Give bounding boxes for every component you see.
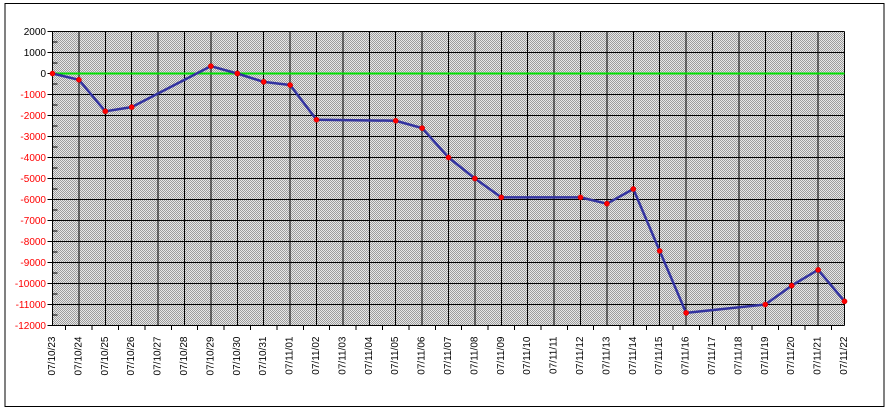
- x-axis-label: 07/11/08: [469, 336, 480, 375]
- y-axis-label: -1000: [20, 90, 46, 101]
- x-axis-label: 07/11/20: [786, 336, 797, 375]
- data-point-marker: [287, 82, 293, 88]
- x-axis-label: 07/11/04: [364, 336, 375, 375]
- data-point-marker: [76, 76, 82, 83]
- x-axis-label: 07/11/05: [390, 336, 401, 375]
- data-point-marker: [419, 125, 425, 131]
- data-point-marker: [445, 154, 452, 161]
- y-axis-label: -3000: [20, 132, 46, 143]
- data-point-marker: [234, 70, 241, 77]
- y-axis-label: -9000: [20, 258, 46, 269]
- y-axis-label: -8000: [20, 237, 46, 248]
- x-axis-label: 07/11/07: [443, 336, 454, 375]
- y-axis-label: -5000: [20, 174, 46, 185]
- y-axis-label: 1000: [24, 48, 47, 59]
- data-point-marker: [762, 301, 769, 308]
- y-axis-label: -4000: [20, 153, 46, 164]
- data-point-marker: [208, 63, 214, 70]
- data-point-marker: [260, 79, 267, 85]
- x-axis-label: 07/11/22: [839, 336, 850, 375]
- x-axis-label: 07/10/31: [258, 336, 269, 375]
- x-axis-label: 07/11/17: [707, 336, 718, 375]
- data-point-marker: [630, 186, 637, 192]
- x-axis-label: 07/11/21: [813, 336, 824, 375]
- data-point-marker: [815, 267, 821, 273]
- data-point-marker: [788, 282, 795, 289]
- x-axis-label: 07/11/12: [575, 336, 586, 375]
- x-axis-label: 07/10/27: [153, 336, 164, 375]
- x-axis-label: 07/11/19: [760, 336, 771, 375]
- x-axis-label: 07/11/15: [654, 336, 665, 375]
- data-point-marker: [604, 200, 610, 207]
- y-axis-label: 0: [40, 69, 46, 80]
- data-point-marker: [128, 104, 135, 110]
- y-axis-label: -2000: [20, 111, 46, 122]
- data-point-marker: [683, 310, 689, 316]
- x-axis-label: 07/10/28: [179, 336, 190, 375]
- x-axis-label: 07/10/24: [73, 336, 84, 375]
- x-axis-label: 07/11/06: [417, 336, 428, 375]
- x-axis-label: 07/11/16: [681, 336, 692, 375]
- data-point-marker: [577, 194, 584, 201]
- y-axis-label: -11000: [16, 300, 47, 311]
- data-point-marker: [656, 248, 663, 254]
- x-axis-label: 07/11/02: [311, 336, 322, 375]
- x-axis-label: 07/10/26: [126, 336, 137, 375]
- x-axis-label: 07/11/11: [549, 336, 560, 374]
- x-axis-label: 07/11/10: [522, 336, 533, 375]
- x-axis-label: 07/11/18: [733, 336, 744, 375]
- x-axis-label: 07/10/30: [232, 336, 243, 375]
- x-axis-label: 07/11/03: [337, 336, 348, 375]
- y-axis-label: -12000: [15, 321, 47, 332]
- x-axis-label: 07/10/25: [100, 336, 111, 375]
- x-axis-label: 07/11/01: [285, 336, 296, 375]
- data-point-marker: [392, 117, 399, 124]
- data-point-marker: [841, 298, 848, 305]
- data-point-marker: [472, 175, 478, 182]
- data-point-marker: [498, 194, 505, 201]
- y-axis-label: 2000: [24, 27, 47, 38]
- data-point-marker: [49, 70, 56, 77]
- x-axis-label: 07/11/14: [628, 336, 639, 375]
- y-axis-label: -7000: [20, 216, 46, 227]
- x-axis-label: 07/11/09: [496, 336, 507, 375]
- x-axis-label: 07/10/29: [205, 336, 216, 375]
- data-point-marker: [102, 108, 109, 115]
- y-axis-label: -6000: [20, 195, 46, 206]
- x-axis-label: 07/10/23: [47, 336, 58, 375]
- x-axis-label: 07/11/13: [601, 336, 612, 375]
- y-axis-label: -10000: [15, 279, 47, 290]
- data-point-marker: [313, 116, 320, 123]
